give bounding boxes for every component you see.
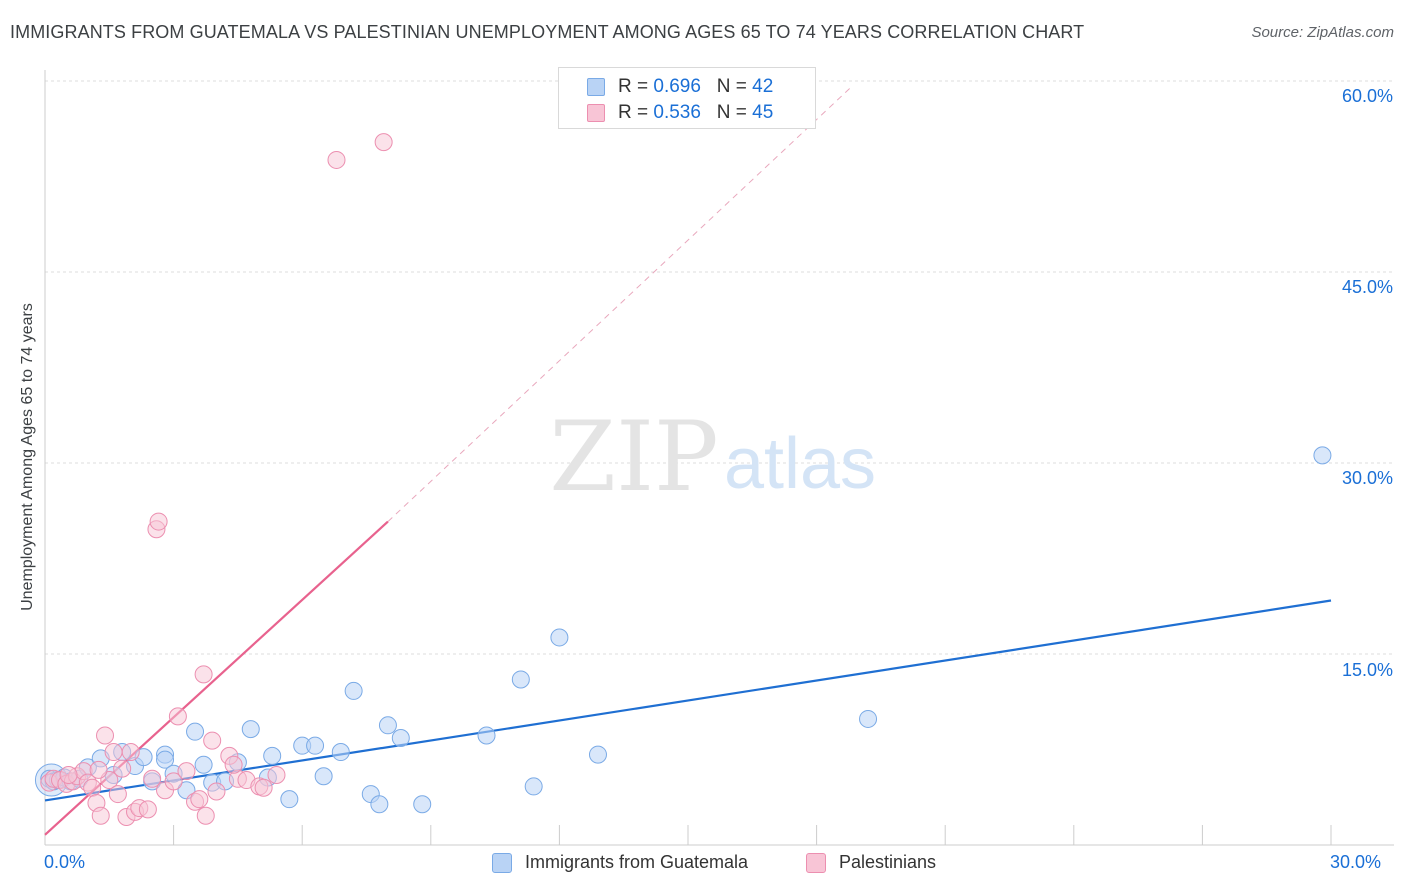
- axes: [44, 70, 1394, 846]
- point-palestinians: [83, 778, 102, 797]
- y-tick-30: 30.0%: [1341, 468, 1393, 488]
- point-palestinians: [143, 769, 162, 788]
- point-palestinians: [138, 800, 157, 819]
- point-palestinians: [196, 806, 215, 825]
- point-guatemala: [524, 777, 543, 796]
- point-palestinians: [96, 726, 115, 745]
- point-palestinians: [168, 707, 187, 726]
- legend-swatch-pink: [587, 104, 605, 122]
- point-palestinians: [59, 765, 78, 784]
- r-value-palestinians: 0.536: [653, 102, 701, 123]
- point-palestinians: [254, 778, 273, 797]
- point-guatemala: [331, 743, 350, 762]
- series-legend: Immigrants from Guatemala Palestinians: [0, 852, 1406, 876]
- point-palestinians: [177, 762, 196, 781]
- point-guatemala: [391, 729, 410, 748]
- trend-line-palestinians-extension: [387, 87, 852, 522]
- point-guatemala: [280, 790, 299, 809]
- point-palestinians: [374, 133, 393, 152]
- legend-swatch-blue: [587, 78, 605, 96]
- point-guatemala: [314, 767, 333, 786]
- point-palestinians: [89, 760, 108, 779]
- data-points: [34, 133, 1332, 826]
- point-guatemala: [370, 795, 389, 814]
- point-palestinians: [108, 785, 127, 804]
- point-palestinians: [104, 743, 123, 762]
- watermark: ZIP atlas: [549, 401, 876, 513]
- legend-text: R = 0.696 N = 42: [618, 76, 774, 97]
- point-palestinians: [327, 150, 346, 169]
- point-guatemala: [306, 736, 325, 755]
- point-guatemala: [344, 681, 363, 700]
- point-palestinians: [203, 731, 222, 750]
- point-guatemala: [511, 670, 530, 689]
- source-label: Source: ZipAtlas.com: [1251, 24, 1394, 41]
- point-guatemala: [194, 755, 213, 774]
- point-guatemala: [378, 716, 397, 735]
- x-tick-30: 30.0%: [1330, 852, 1382, 872]
- point-guatemala: [263, 746, 282, 765]
- point-guatemala: [1313, 446, 1332, 465]
- point-palestinians: [207, 782, 226, 801]
- point-palestinians: [149, 512, 168, 531]
- watermark-atlas: atlas: [724, 424, 876, 504]
- r-value-guatemala: 0.696: [653, 76, 701, 97]
- point-guatemala: [156, 750, 175, 769]
- point-guatemala: [477, 726, 496, 745]
- y-tick-15: 15.0%: [1341, 660, 1393, 680]
- point-palestinians: [113, 759, 132, 778]
- point-palestinians: [190, 790, 209, 809]
- stats-legend: R = 0.696 N = 42 R = 0.536 N = 45: [558, 67, 816, 129]
- n-value-guatemala: 42: [752, 76, 774, 97]
- y-tick-60: 60.0%: [1341, 86, 1393, 106]
- series-label-guatemala: Immigrants from Guatemala: [525, 852, 749, 872]
- point-guatemala: [550, 628, 569, 647]
- point-palestinians: [224, 755, 243, 774]
- point-palestinians: [121, 743, 140, 762]
- point-guatemala: [588, 745, 607, 764]
- point-guatemala: [241, 720, 260, 739]
- point-palestinians: [194, 665, 213, 684]
- chart-title: IMMIGRANTS FROM GUATEMALA VS PALESTINIAN…: [10, 22, 1085, 42]
- point-palestinians: [267, 765, 286, 784]
- series-swatch-pink: [806, 853, 826, 873]
- legend-text: R = 0.536 N = 45: [618, 102, 774, 123]
- point-guatemala: [186, 722, 205, 741]
- y-tick-45: 45.0%: [1341, 277, 1393, 297]
- point-palestinians: [164, 772, 183, 791]
- point-palestinians: [91, 806, 110, 825]
- series-swatch-blue: [492, 853, 512, 873]
- point-guatemala: [859, 709, 878, 728]
- grid-lines: [45, 80, 1394, 655]
- x-tick-0: 0.0%: [44, 852, 86, 872]
- watermark-zip: ZIP: [549, 401, 718, 513]
- n-value-palestinians: 45: [752, 102, 774, 123]
- point-guatemala: [413, 795, 432, 814]
- series-label-palestinians: Palestinians: [839, 852, 937, 872]
- trend-line-guatemala: [44, 599, 1332, 802]
